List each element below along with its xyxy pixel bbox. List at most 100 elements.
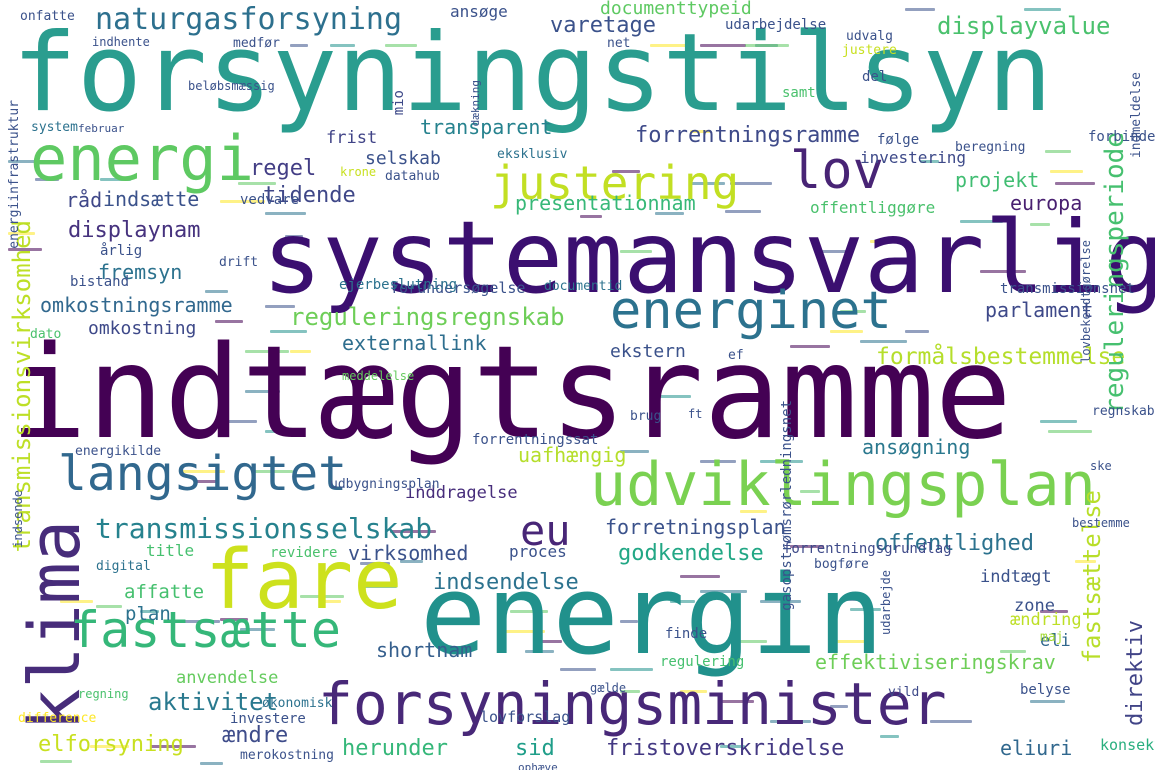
cloud-filler-mark: [265, 305, 295, 308]
cloud-word: vild: [888, 685, 920, 700]
cloud-filler-mark: [200, 762, 223, 765]
cloud-word: virksomhed: [348, 541, 469, 565]
cloud-filler-mark: [740, 510, 767, 513]
cloud-word: digital: [96, 559, 151, 574]
cloud-filler-mark: [290, 350, 311, 353]
cloud-word: udviklingsplan: [590, 450, 1096, 520]
cloud-word: lovforslag: [480, 708, 571, 726]
cloud-word: dækning: [469, 80, 482, 127]
cloud-filler-mark: [1050, 170, 1083, 173]
cloud-filler-mark: [1045, 150, 1071, 153]
cloud-filler-mark: [860, 340, 907, 343]
cloud-filler-mark: [870, 240, 909, 243]
cloud-filler-mark: [660, 395, 691, 398]
cloud-filler-mark: [800, 490, 820, 493]
cloud-word: eli: [1040, 631, 1071, 651]
cloud-filler-mark: [35, 178, 59, 181]
cloud-filler-mark: [100, 178, 131, 181]
cloud-word: systemansvarlig: [262, 199, 1155, 316]
cloud-word: ændring: [1010, 610, 1082, 630]
cloud-word: difference: [18, 711, 97, 726]
cloud-word: bestemme: [1072, 516, 1130, 530]
cloud-word: direktiv: [1123, 620, 1148, 726]
cloud-filler-mark: [8, 248, 42, 251]
cloud-filler-mark: [905, 330, 929, 333]
cloud-word: revidere: [270, 545, 338, 561]
cloud-filler-mark: [285, 235, 303, 238]
cloud-filler-mark: [1075, 560, 1096, 563]
cloud-filler-mark: [255, 470, 293, 473]
cloud-word: eliuri: [1000, 736, 1073, 760]
cloud-filler-mark: [700, 590, 747, 593]
cloud-word: økonomisk: [262, 696, 333, 711]
cloud-word: gasopstrømsrørledningsnet: [779, 400, 795, 611]
cloud-word: lovbekendtgørelse: [1079, 240, 1093, 363]
cloud-filler-mark: [1030, 700, 1065, 703]
cloud-word: energin: [420, 551, 884, 679]
cloud-word: energiinfrastruktur: [7, 100, 22, 249]
cloud-word: frist: [326, 128, 378, 148]
cloud-filler-mark: [90, 745, 129, 748]
cloud-word: documentid: [544, 279, 623, 294]
cloud-filler-mark: [620, 620, 638, 623]
cloud-filler-mark: [265, 212, 306, 215]
cloud-filler-mark: [830, 330, 863, 333]
cloud-word: anvendelse: [176, 668, 279, 688]
cloud-word: forbindelse: [1088, 129, 1155, 145]
cloud-filler-mark: [880, 735, 899, 738]
cloud-filler-mark: [40, 760, 72, 763]
cloud-filler-mark: [620, 690, 640, 693]
cloud-word: indsendelse: [433, 570, 579, 595]
cloud-word: ekstern: [610, 341, 686, 362]
cloud-word: reguleringsperiode: [1100, 132, 1130, 414]
cloud-filler-mark: [690, 182, 725, 185]
cloud-filler-mark: [360, 562, 390, 565]
cloud-filler-mark: [580, 215, 602, 218]
cloud-word: årlig: [100, 243, 143, 259]
cloud-word: onfatte: [20, 9, 75, 24]
cloud-word: justere: [842, 43, 897, 58]
cloud-filler-mark: [205, 290, 228, 293]
cloud-word: forretningsplan: [605, 515, 786, 539]
cloud-filler-mark: [400, 560, 423, 563]
cloud-filler-mark: [8, 232, 35, 235]
cloud-word: dato: [30, 327, 62, 342]
cloud-filler-mark: [650, 44, 689, 47]
cloud-word: belyse: [1020, 682, 1071, 698]
cloud-filler-mark: [96, 605, 122, 608]
cloud-word: sid: [515, 736, 555, 761]
cloud-word: selskab: [365, 148, 441, 169]
cloud-filler-mark: [220, 618, 248, 621]
cloud-word: energi: [30, 122, 254, 195]
cloud-word: februar: [78, 122, 125, 135]
cloud-word: fastsætte: [70, 601, 341, 659]
cloud-word: displaynam: [68, 218, 201, 243]
cloud-filler-mark: [655, 212, 684, 215]
cloud-word: offentlighed: [875, 531, 1034, 556]
cloud-word: følge: [877, 132, 920, 148]
cloud-filler-mark: [238, 182, 276, 185]
cloud-word: finde: [665, 626, 708, 642]
cloud-word: offentliggøre: [810, 198, 936, 217]
cloud-word: formålsbestemmelse: [876, 344, 1126, 370]
cloud-word: inddragelse: [405, 483, 518, 503]
cloud-filler-mark: [360, 585, 397, 588]
cloud-word: omkostningsramme: [40, 293, 233, 317]
cloud-word: elforsyning: [38, 732, 184, 757]
cloud-word: proces: [509, 542, 567, 561]
cloud-word: investere: [230, 711, 306, 727]
cloud-word: ansøgning: [862, 435, 971, 459]
cloud-filler-mark: [215, 420, 257, 423]
cloud-word: naturgasforsyning: [95, 2, 403, 37]
cloud-word: drift: [219, 255, 259, 270]
cloud-word: udarbejdelse: [725, 17, 827, 33]
cloud-word: meddelelse: [342, 369, 415, 383]
cloud-filler-mark: [1000, 650, 1026, 653]
cloud-word: mio: [391, 90, 407, 116]
cloud-word: ejerbeslutning: [339, 277, 458, 293]
cloud-filler-mark: [60, 600, 93, 603]
cloud-filler-mark: [980, 270, 1026, 273]
cloud-word: bogføre: [814, 557, 869, 572]
cloud-word: langsigtet: [58, 446, 347, 502]
